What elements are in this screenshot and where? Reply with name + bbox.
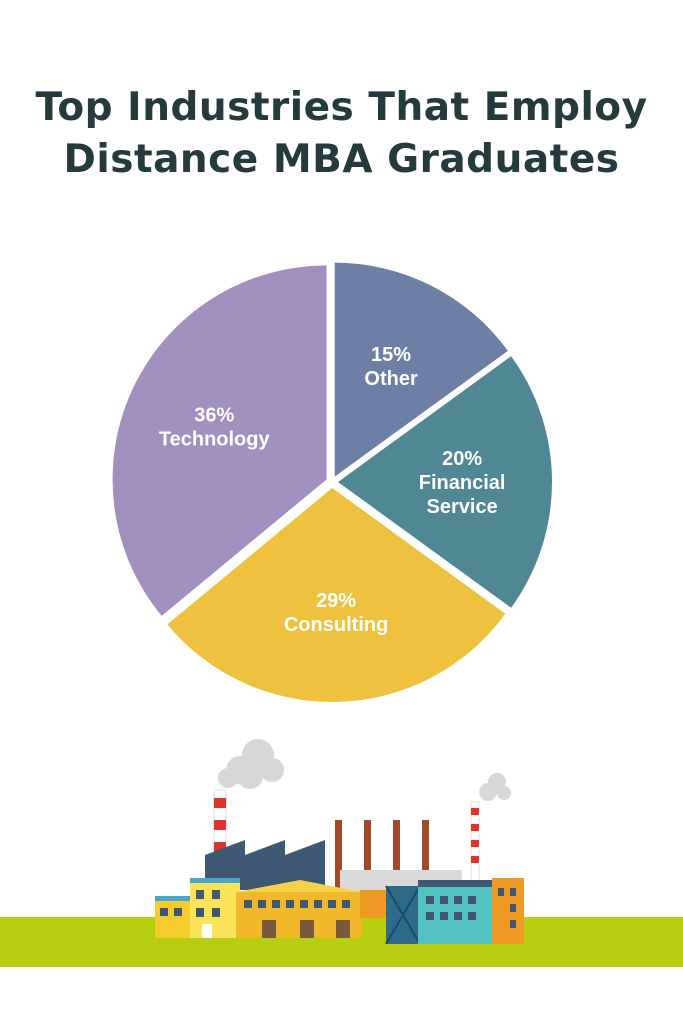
slice-name-label: Other bbox=[364, 368, 418, 390]
sawtooth-roof bbox=[205, 840, 325, 890]
slice-name-label: Technology bbox=[159, 429, 271, 451]
smoke-stacks bbox=[335, 820, 429, 890]
slice-percent-label: 36% bbox=[194, 405, 234, 427]
pie-slice-technology bbox=[112, 265, 327, 616]
slice-name-label: Service bbox=[427, 496, 498, 518]
slice-name-label: Financial bbox=[419, 472, 506, 494]
pie-slice-financial-service bbox=[338, 356, 552, 608]
chimney-right bbox=[470, 801, 480, 883]
slice-percent-label: 20% bbox=[442, 448, 482, 470]
teal-building bbox=[385, 878, 524, 945]
title-line-2: Distance MBA Graduates bbox=[63, 137, 620, 182]
pie-slice-consulting bbox=[167, 487, 506, 702]
smoke-cloud-left bbox=[218, 739, 284, 789]
slice-percent-label: 29% bbox=[316, 590, 356, 612]
page-title: Top Industries That Employ Distance MBA … bbox=[0, 82, 683, 186]
slice-name-label: Consulting bbox=[284, 614, 388, 636]
yellow-factory bbox=[155, 878, 362, 938]
slice-percent-label: 15% bbox=[371, 344, 411, 366]
pie-slice-other bbox=[334, 262, 508, 477]
factory-illustration bbox=[0, 739, 683, 967]
smoke-cloud-right bbox=[479, 773, 511, 801]
title-line-1: Top Industries That Employ bbox=[35, 85, 648, 130]
